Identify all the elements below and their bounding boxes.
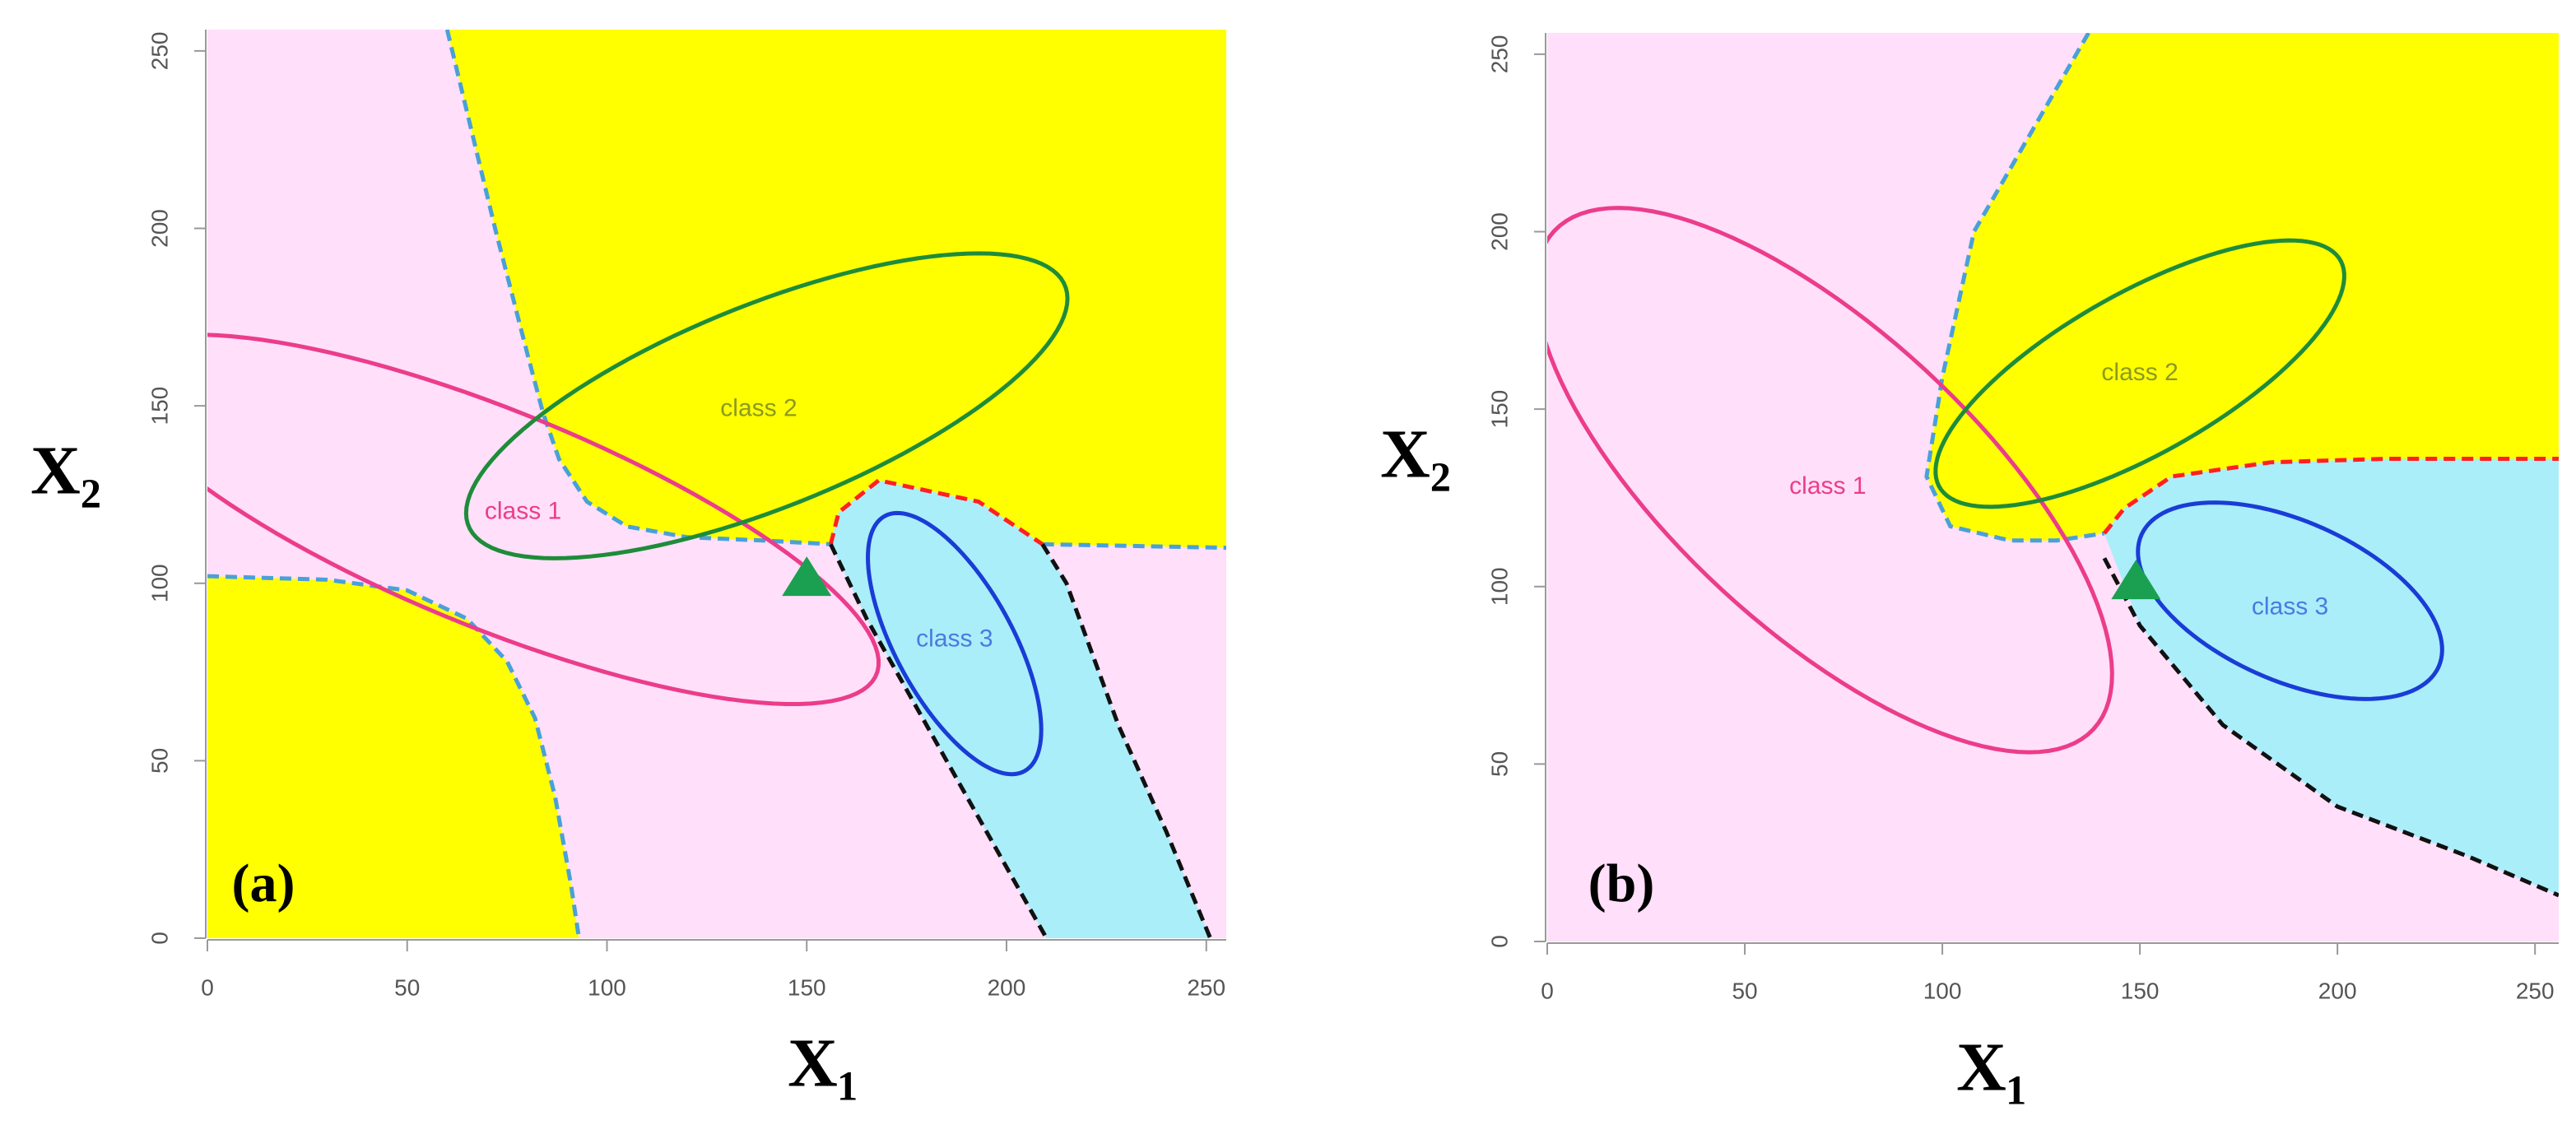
y-tick-label: 250 — [1486, 35, 1512, 74]
class-ellipse — [866, 510, 1044, 777]
class-label: class 2 — [2101, 359, 2178, 386]
class-ellipse — [2136, 500, 2444, 701]
x-tick-label: 50 — [1732, 978, 1757, 1003]
class-ellipse — [1547, 206, 2114, 755]
plot-area — [1547, 33, 2559, 941]
x-tick-label: 0 — [201, 974, 214, 1000]
y-tick-label: 0 — [1486, 935, 1512, 948]
class-label: class 2 — [720, 394, 797, 421]
y-tick-label: 100 — [1486, 567, 1512, 606]
y-tick-label: 50 — [1486, 751, 1512, 777]
panel-label: (a) — [232, 853, 295, 913]
y-tick-label: 50 — [146, 748, 172, 774]
x-tick-label: 100 — [588, 974, 626, 1000]
decision-region — [1926, 33, 2559, 541]
y-tick-label: 150 — [1486, 390, 1512, 429]
y-tick-label: 0 — [146, 932, 172, 945]
decision-region — [2104, 458, 2559, 895]
decision-boundary — [2102, 457, 2559, 535]
y-tick-label: 150 — [146, 387, 172, 425]
class-label: class 3 — [916, 625, 993, 653]
decision-boundary — [1040, 543, 1212, 938]
decision-boundary — [829, 543, 1049, 938]
decision-boundary — [1042, 542, 1226, 551]
plot-area — [207, 30, 1226, 938]
x-tick-label: 250 — [1187, 974, 1225, 1000]
panel-label: (b) — [1588, 853, 1655, 913]
class-ellipse — [207, 332, 881, 706]
y-axis-label: X₂ — [1380, 416, 1451, 492]
x-tick-label: 250 — [2516, 978, 2555, 1003]
y-tick-label: 200 — [146, 209, 172, 248]
x-axis-label: X₁ — [1956, 1029, 2027, 1105]
x-tick-label: 0 — [1541, 978, 1554, 1003]
class-ellipse — [463, 251, 1070, 560]
decision-region — [447, 30, 1226, 548]
decision-boundary — [2102, 557, 2559, 898]
y-axis-label: X₂ — [30, 432, 101, 509]
class-ellipse — [1933, 238, 2346, 509]
y-tick-label: 100 — [146, 564, 172, 602]
x-tick-label: 200 — [988, 974, 1026, 1000]
x-tick-label: 50 — [394, 974, 420, 1000]
decision-region — [207, 576, 579, 938]
class-label: class 1 — [485, 497, 561, 524]
decision-boundary — [828, 477, 1044, 546]
x-tick-label: 150 — [788, 974, 826, 1000]
class-label: class 1 — [1789, 472, 1866, 500]
y-tick-label: 200 — [1486, 212, 1512, 251]
query-point — [782, 556, 832, 597]
decision-boundary — [444, 30, 831, 546]
y-tick-label: 250 — [146, 32, 172, 71]
decision-boundary — [1924, 33, 2105, 543]
x-axis-label: X₁ — [788, 1025, 858, 1101]
decision-region — [830, 480, 1211, 938]
decision-boundary — [207, 574, 581, 938]
query-point — [2111, 560, 2161, 600]
x-tick-label: 200 — [2318, 978, 2357, 1003]
x-tick-label: 150 — [2121, 978, 2160, 1003]
x-tick-label: 100 — [1923, 978, 1962, 1003]
class-label: class 3 — [2252, 593, 2328, 621]
